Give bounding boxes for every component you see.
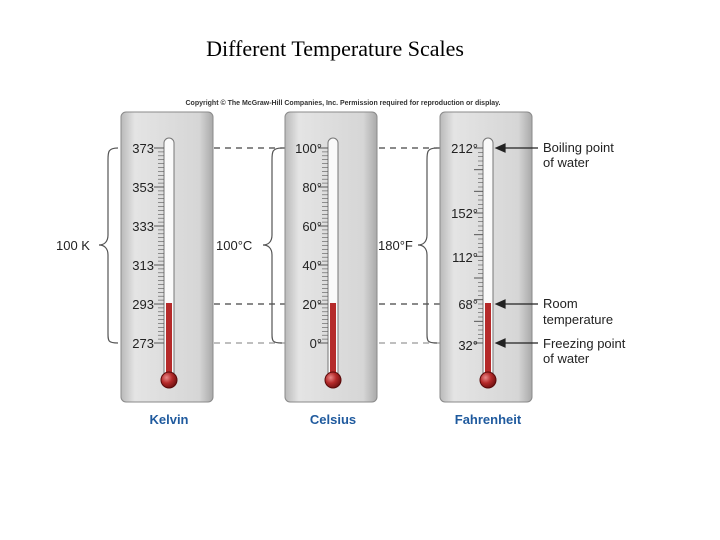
fahrenheit-bulb	[479, 371, 497, 389]
celsius-thermometer: 100° 80° 60° 40° 20° 0° Celsius	[284, 111, 378, 427]
fahrenheit-ticks	[474, 147, 483, 344]
kelvin-mercury	[166, 303, 172, 375]
celsius-label: 20°	[302, 297, 322, 312]
room-arrowhead	[494, 299, 506, 309]
boiling-annotation-line1: Boiling point	[543, 140, 614, 155]
kelvin-label: 353	[132, 180, 154, 195]
fahrenheit-brace	[417, 147, 438, 344]
kelvin-label: 313	[132, 258, 154, 273]
fahrenheit-mercury	[485, 303, 491, 375]
annotation-arrows	[494, 143, 538, 348]
fahrenheit-label: 32°	[458, 338, 478, 353]
fahrenheit-range-label: 180°F	[378, 238, 413, 253]
celsius-brace	[262, 147, 283, 344]
celsius-name: Celsius	[310, 412, 356, 427]
room-annotation-line1: Room	[543, 296, 578, 311]
room-annotation-line2: temperature	[543, 312, 613, 327]
slide-title: Different Temperature Scales	[206, 36, 464, 61]
freezing-arrowhead	[494, 338, 506, 348]
kelvin-range-label: 100 K	[56, 238, 90, 253]
celsius-label: 80°	[302, 180, 322, 195]
freezing-annotation-line1: Freezing point	[543, 336, 626, 351]
kelvin-label: 273	[132, 336, 154, 351]
celsius-label: 0°	[310, 336, 322, 351]
fahrenheit-label: 112°	[452, 250, 478, 265]
fahrenheit-label: 212°	[451, 141, 478, 156]
boiling-annotation-line2: of water	[543, 155, 590, 170]
celsius-mercury	[330, 303, 336, 375]
celsius-range-label: 100°C	[216, 238, 252, 253]
celsius-label: 60°	[302, 219, 322, 234]
celsius-label: 40°	[302, 258, 322, 273]
range-braces	[98, 147, 438, 344]
kelvin-ticks	[154, 147, 164, 344]
fahrenheit-name: Fahrenheit	[455, 412, 522, 427]
celsius-bulb	[324, 371, 342, 389]
kelvin-brace	[98, 147, 119, 344]
fahrenheit-label: 152°	[451, 206, 478, 221]
kelvin-name: Kelvin	[149, 412, 188, 427]
boiling-arrowhead	[494, 143, 506, 153]
kelvin-thermometer: 373 353 333 313 293 273 Kelvin	[120, 111, 214, 427]
kelvin-label: 333	[132, 219, 154, 234]
kelvin-label: 293	[132, 297, 154, 312]
kelvin-label: 373	[132, 141, 154, 156]
kelvin-bulb	[160, 371, 178, 389]
fahrenheit-label: 68°	[458, 297, 478, 312]
fahrenheit-thermometer: 212° 152° 112° 68° 32° Fahrenheit	[439, 111, 533, 427]
celsius-label: 100°	[295, 141, 322, 156]
celsius-ticks	[318, 147, 328, 344]
copyright-notice: Copyright © The McGraw-Hill Companies, I…	[185, 99, 500, 107]
freezing-annotation-line2: of water	[543, 351, 590, 366]
